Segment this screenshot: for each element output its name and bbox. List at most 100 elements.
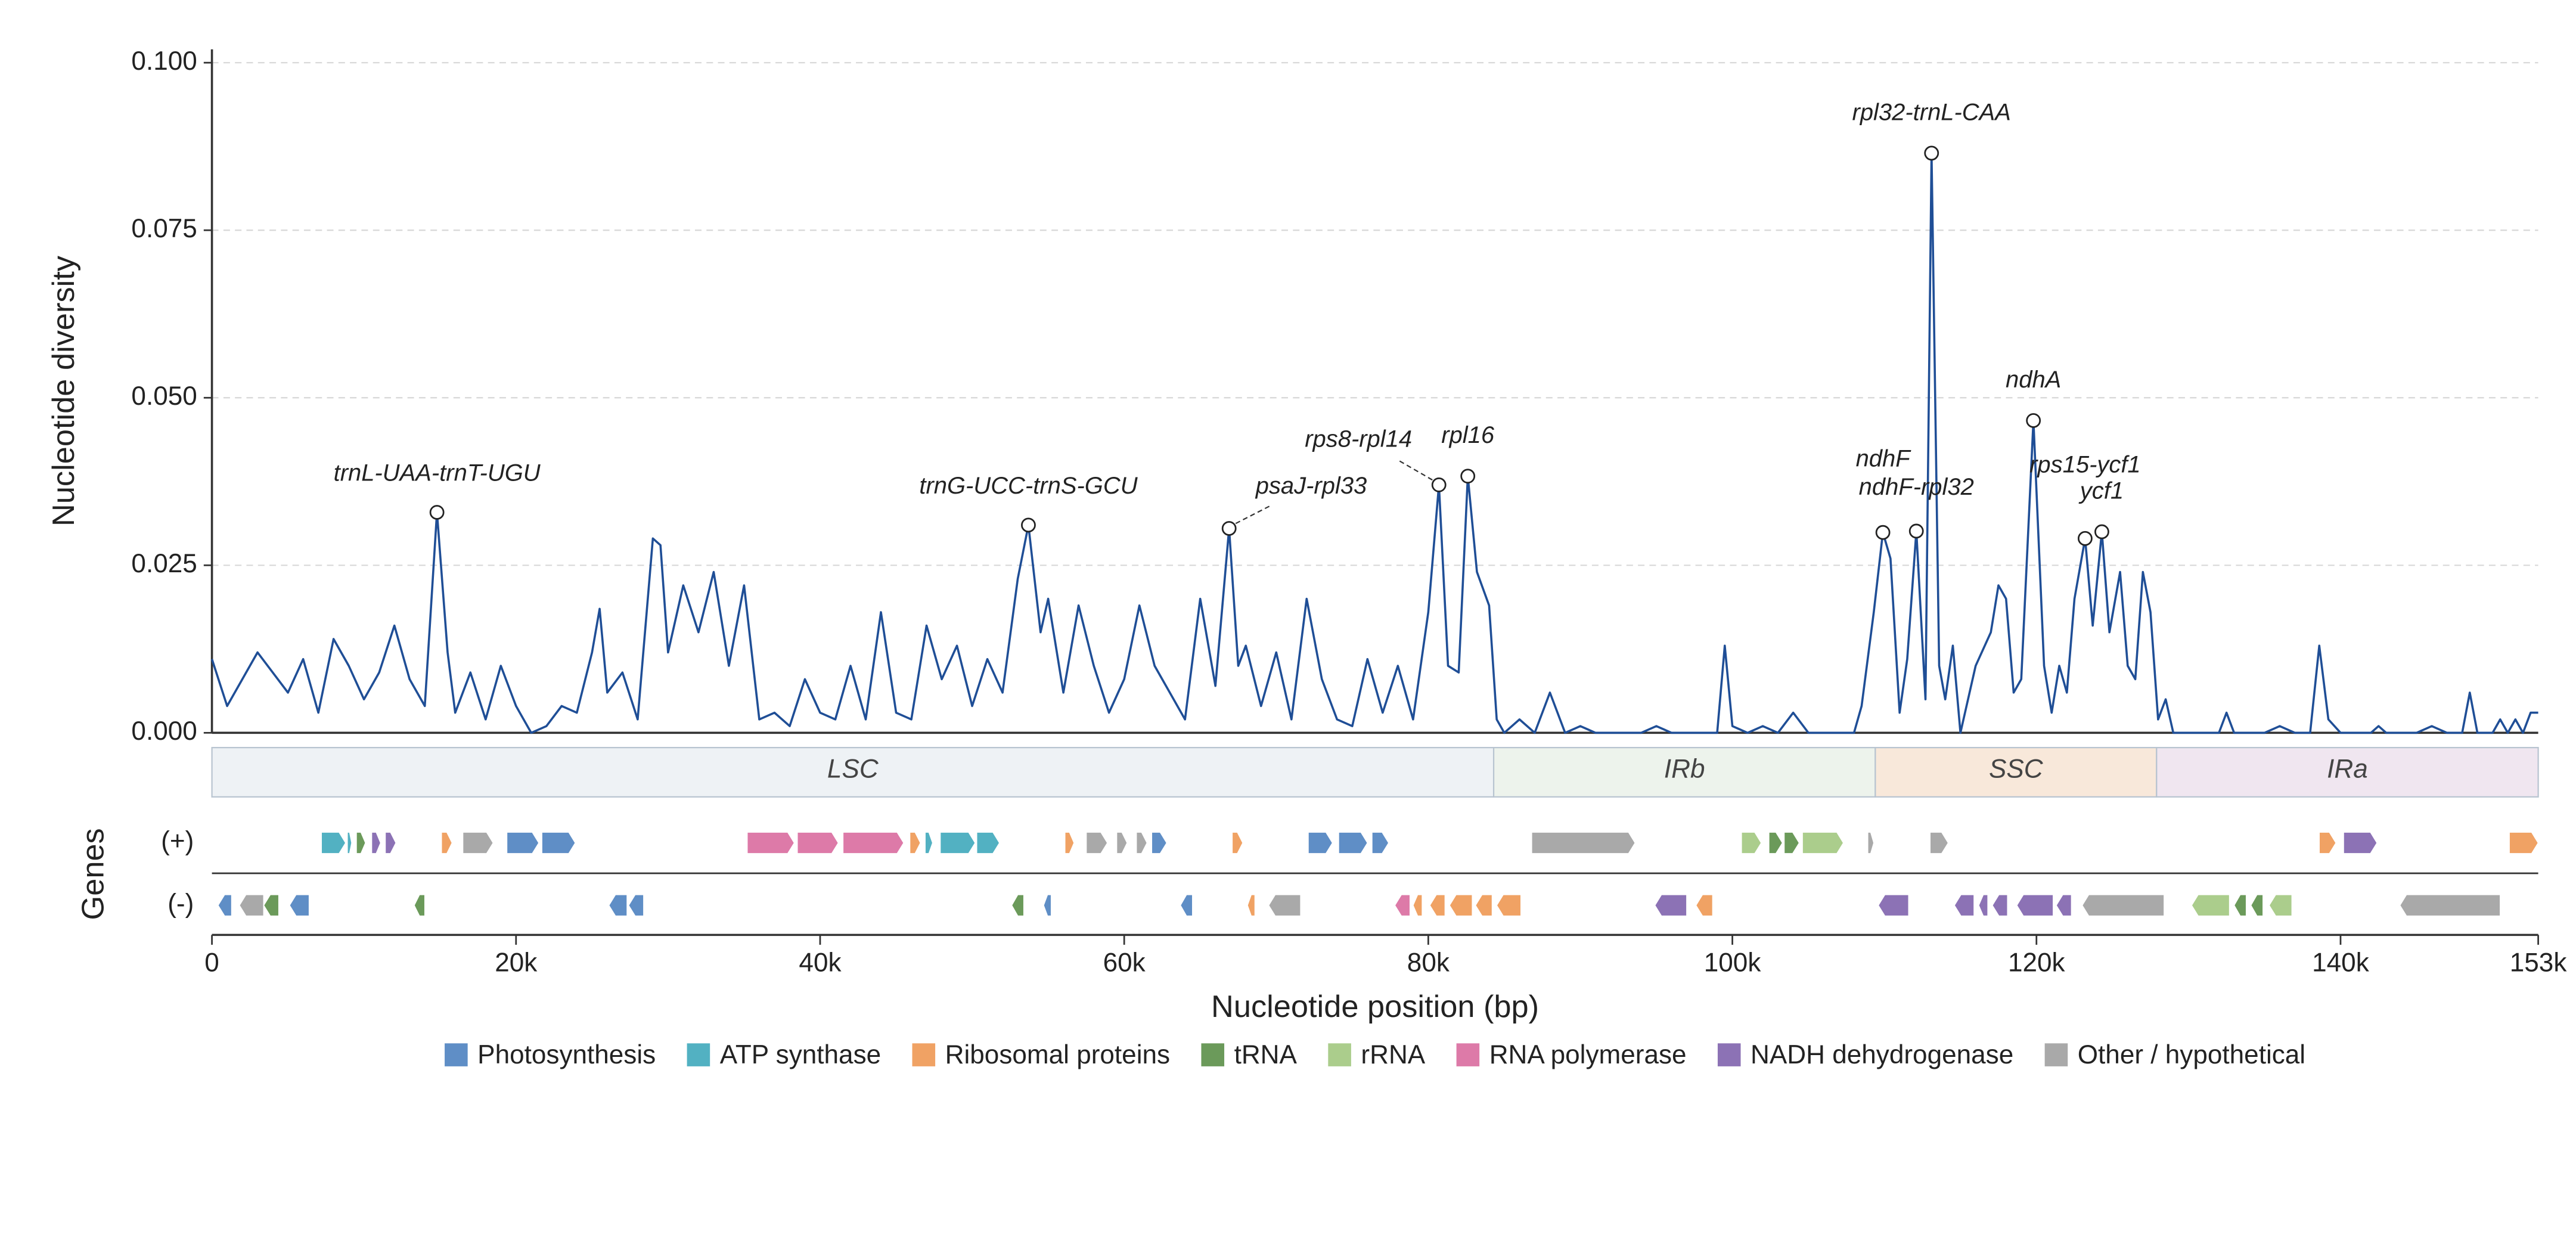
gene-arrow	[1135, 832, 1148, 854]
region-band	[211, 747, 1495, 798]
gene-arrow	[1231, 832, 1244, 854]
legend-label: NADH dehydrogenase	[1751, 1040, 2013, 1069]
gene-arrow	[356, 832, 367, 854]
gene-arrow	[1151, 832, 1168, 854]
gene-arrow	[288, 894, 310, 917]
gene-arrow	[1783, 832, 1800, 854]
legend-swatch	[2044, 1043, 2068, 1066]
gene-arrow	[1412, 894, 1423, 917]
gene-arrow	[1247, 894, 1256, 917]
gene-arrow	[413, 894, 426, 917]
gene-arrow	[924, 832, 933, 854]
legend-swatch	[1201, 1043, 1225, 1066]
legend-label: ATP synthase	[720, 1040, 881, 1069]
legend-swatch	[445, 1043, 468, 1066]
gene-arrow	[346, 832, 352, 854]
gene-arrow	[628, 894, 644, 917]
annotation-point	[2077, 531, 2093, 546]
legend-label: Other / hypothetical	[2078, 1040, 2305, 1069]
gene-arrow	[462, 832, 494, 854]
y-tick-label: 0.050	[131, 382, 197, 411]
gene-arrow	[371, 832, 381, 854]
y-axis-title: Nucleotide diversity	[46, 255, 81, 526]
legend-swatch	[1456, 1043, 1480, 1066]
x-axis-title: Nucleotide position (bp)	[1211, 990, 1539, 1024]
legend-swatch	[1328, 1043, 1351, 1066]
annotation-label: rpl32-trnL-CAA	[1852, 99, 2011, 125]
gene-arrow	[1116, 832, 1128, 854]
gene-arrow	[909, 832, 921, 854]
gene-track-title: Genes	[76, 828, 111, 920]
gene-arrow	[746, 832, 795, 854]
gene-arrow	[217, 894, 232, 917]
annotation-point	[1908, 523, 1924, 539]
gene-arrow	[1338, 832, 1368, 854]
gene-arrow	[1740, 832, 1762, 854]
x-tick-label: 60k	[1103, 948, 1146, 978]
annotation-label: ndhF	[1856, 445, 1912, 472]
annotation-point	[1221, 521, 1237, 536]
gene-arrow	[1308, 832, 1333, 854]
annotation-point	[1460, 469, 1476, 484]
gene-arrow	[2055, 894, 2072, 917]
legend-swatch	[1717, 1043, 1741, 1066]
gene-arrow	[506, 832, 540, 854]
region-label: SSC	[1989, 754, 2044, 783]
annotation-point	[2094, 524, 2109, 539]
gene-arrow	[939, 832, 976, 854]
gene-arrow	[238, 894, 265, 917]
gene-arrow	[1929, 832, 1949, 854]
y-tick-label: 0.025	[131, 549, 197, 578]
gene-arrow	[1978, 894, 1989, 917]
gene-arrow	[321, 832, 346, 854]
gene-arrow	[976, 832, 1000, 854]
legend-label: tRNA	[1234, 1040, 1298, 1069]
region-label: IRb	[1664, 754, 1705, 783]
x-tick-label: 80k	[1407, 948, 1450, 978]
annotation-label: trnG-UCC-trnS-GCU	[919, 473, 1138, 499]
gene-arrow	[2191, 894, 2230, 917]
gene-arrow	[1531, 832, 1636, 854]
legend-label: RNA polymerase	[1489, 1040, 1687, 1069]
x-tick-label: 153k	[2510, 948, 2568, 978]
x-tick-label: 100k	[1704, 948, 1762, 978]
gene-arrow	[2343, 832, 2378, 854]
region-label: LSC	[827, 754, 879, 783]
legend-label: Ribosomal proteins	[945, 1040, 1170, 1069]
annotation-label: ndhA	[2006, 367, 2061, 393]
legend-swatch	[912, 1043, 936, 1066]
gene-arrow	[1991, 894, 2009, 917]
x-tick-label: 120k	[2008, 948, 2066, 978]
legend-swatch	[687, 1043, 710, 1066]
gene-arrow	[1180, 894, 1193, 917]
gene-arrow	[1394, 894, 1411, 917]
gene-arrow	[2268, 894, 2293, 917]
gene-arrow	[1085, 832, 1109, 854]
annotation-leader	[1235, 505, 1271, 525]
gene-arrow	[2319, 832, 2337, 854]
annotation-point	[429, 505, 445, 520]
gene-arrow	[842, 832, 905, 854]
gene-arrow	[1429, 894, 1446, 917]
gene-arrow	[1802, 832, 1844, 854]
x-tick-label: 140k	[2312, 948, 2370, 978]
gene-arrow	[2016, 894, 2054, 917]
legend-label: rRNA	[1361, 1040, 1425, 1069]
gene-arrow	[384, 832, 397, 854]
annotation-label: rps8-rpl14	[1305, 426, 1412, 452]
legend-label: Photosynthesis	[477, 1040, 656, 1069]
x-tick-label: 40k	[799, 948, 842, 978]
gene-arrow	[2233, 894, 2247, 917]
y-tick-label: 0.100	[131, 46, 197, 76]
gene-arrow	[1475, 894, 1493, 917]
annotation-label: rps15-ycf1	[2029, 452, 2141, 478]
annotation-point	[1875, 525, 1891, 540]
gene-arrow	[1496, 894, 1522, 917]
gene-arrow	[1371, 832, 1389, 854]
region-band	[1492, 747, 1876, 798]
gene-arrow	[1695, 894, 1714, 917]
gene-arrow	[1654, 894, 1687, 917]
strand-label: (+)	[161, 827, 194, 856]
annotation-label: trnL-UAA-trnT-UGU	[334, 460, 541, 486]
diversity-line	[210, 152, 2538, 734]
